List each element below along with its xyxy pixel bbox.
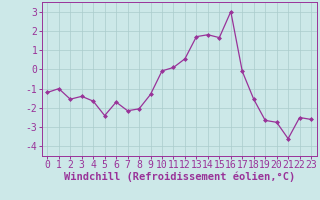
X-axis label: Windchill (Refroidissement éolien,°C): Windchill (Refroidissement éolien,°C) (64, 172, 295, 182)
